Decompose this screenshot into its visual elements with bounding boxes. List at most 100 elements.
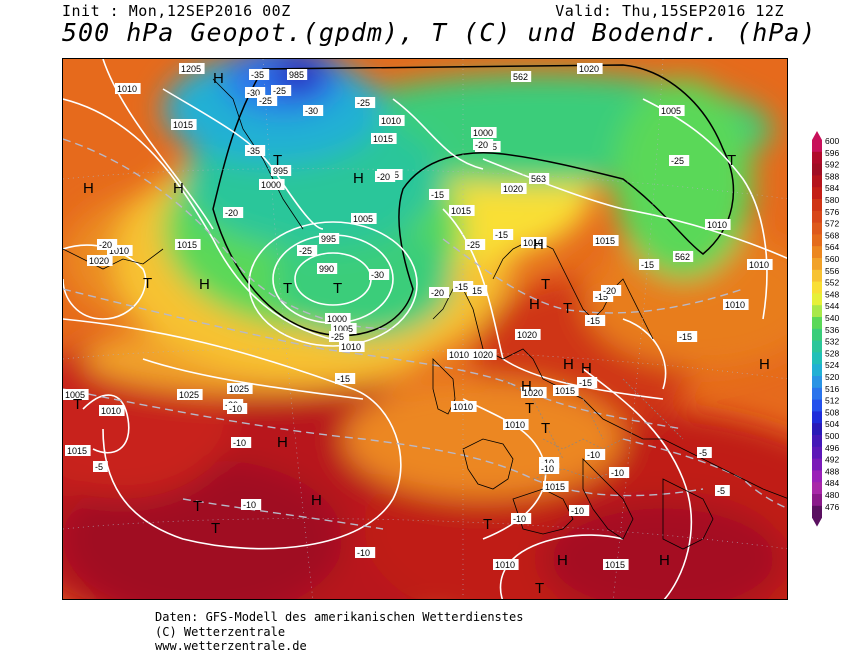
svg-text:-30: -30 [371,270,384,280]
low-pressure-center: T [143,275,152,292]
high-pressure-center: H [659,552,670,569]
isotherm-label: -25 [669,155,690,166]
svg-text:1020: 1020 [523,388,543,398]
legend-swatch [812,423,822,436]
footer-data-source: Daten: GFS-Modell des amerikanischen Wet… [155,610,524,624]
svg-text:563: 563 [531,174,546,184]
legend-label: 492 [825,455,839,465]
isotherm-label: -10 [585,449,606,460]
svg-text:-5: -5 [699,448,707,458]
svg-text:1020: 1020 [503,184,523,194]
isotherm-label: -20 [223,207,244,218]
svg-text:-25: -25 [671,156,684,166]
legend-swatch [812,470,822,483]
low-pressure-center: T [333,280,342,297]
legend-swatch [812,187,822,200]
svg-text:1015: 1015 [67,446,87,456]
legend-swatch [812,210,822,224]
svg-text:-10: -10 [513,514,526,524]
svg-text:1025: 1025 [229,384,249,394]
svg-text:-5: -5 [95,462,103,472]
legend-swatch [812,411,822,424]
isobar-label: 1005 [659,105,685,116]
svg-text:-15: -15 [579,378,592,388]
low-pressure-center: T [535,580,544,597]
isobar-label: 1020 [471,349,497,360]
legend-label: 552 [825,278,839,288]
svg-text:1010: 1010 [341,342,361,352]
isotherm-label: -15 [677,331,698,342]
legend-label: 564 [825,242,839,252]
legend-swatch [812,281,822,294]
isobar-label: 1010 [107,245,133,256]
isotherm-label: -10 [355,547,376,558]
isobar-label: 1000 [325,313,351,324]
svg-text:1005: 1005 [333,324,353,334]
legend-label: 536 [825,325,839,335]
svg-text:995: 995 [273,166,288,176]
low-pressure-center: T [541,276,550,293]
svg-text:-15: -15 [455,282,468,292]
isotherm-label: -5 [93,461,108,472]
svg-text:-15: -15 [495,230,508,240]
svg-text:-10: -10 [357,548,370,558]
high-pressure-center: H [521,378,532,395]
isotherm-label: -10 [539,463,560,474]
isobar-label: 1005 [331,323,357,334]
svg-text:1015: 1015 [555,386,575,396]
svg-text:-15: -15 [679,332,692,342]
legend-top-arrow [812,131,822,140]
isotherm-label: -20 [97,239,118,250]
footer-url[interactable]: www.wetterzentrale.de [155,639,307,653]
low-pressure-center: T [727,152,736,169]
svg-text:-15: -15 [595,292,608,302]
legend-label: 516 [825,384,839,394]
legend-swatch [812,340,822,353]
isobar-label: 1000 [259,179,285,190]
svg-text:-20: -20 [377,172,390,182]
svg-text:1020: 1020 [89,256,109,266]
isotherm-label: -35 [249,69,270,80]
isobar-label: 562 [511,71,532,82]
svg-text:-15: -15 [587,316,600,326]
svg-text:1020: 1020 [579,64,599,74]
svg-text:1010: 1010 [749,260,769,270]
svg-text:1205: 1205 [181,64,201,74]
legend-swatch [812,175,822,188]
low-pressure-center: T [563,300,572,317]
svg-text:1000: 1000 [261,180,281,190]
isotherm-label: -15 [467,285,488,296]
isotherm-label: -25 [465,239,486,250]
isobar-label: 1020 [501,183,527,194]
high-pressure-center: H [353,170,364,187]
legend-swatch [812,305,822,318]
svg-text:-20: -20 [475,140,488,150]
isotherm-label: -15 [429,189,450,200]
high-pressure-center: H [173,180,184,197]
svg-text:-20: -20 [431,288,444,298]
svg-text:1020: 1020 [473,350,493,360]
isobar-label: 1015 [543,481,569,492]
svg-text:1005: 1005 [65,390,85,400]
isotherm-label: -25 [355,97,376,108]
isotherm-label: -10 [241,499,262,510]
isotherm-label: -15 [453,281,474,292]
svg-text:-15: -15 [337,374,350,384]
svg-text:1015: 1015 [373,134,393,144]
legend-swatch [812,199,822,212]
legend-swatch [812,364,822,377]
legend-label: 488 [825,466,839,476]
isobars [63,59,787,599]
svg-text:-10: -10 [541,464,554,474]
isobar-label: 1025 [227,383,253,394]
svg-text:-10: -10 [571,506,584,516]
isotherm-label: -25 [271,85,292,96]
legend-label: 480 [825,490,839,500]
isotherm-label: -25 [329,331,350,342]
isotherm-label: -25 [297,245,318,256]
svg-text:-25: -25 [331,332,344,342]
legend-label: 544 [825,301,839,311]
svg-text:-20: -20 [603,286,616,296]
isotherm-label: -25 [257,95,278,106]
low-pressure-center: T [73,396,82,413]
